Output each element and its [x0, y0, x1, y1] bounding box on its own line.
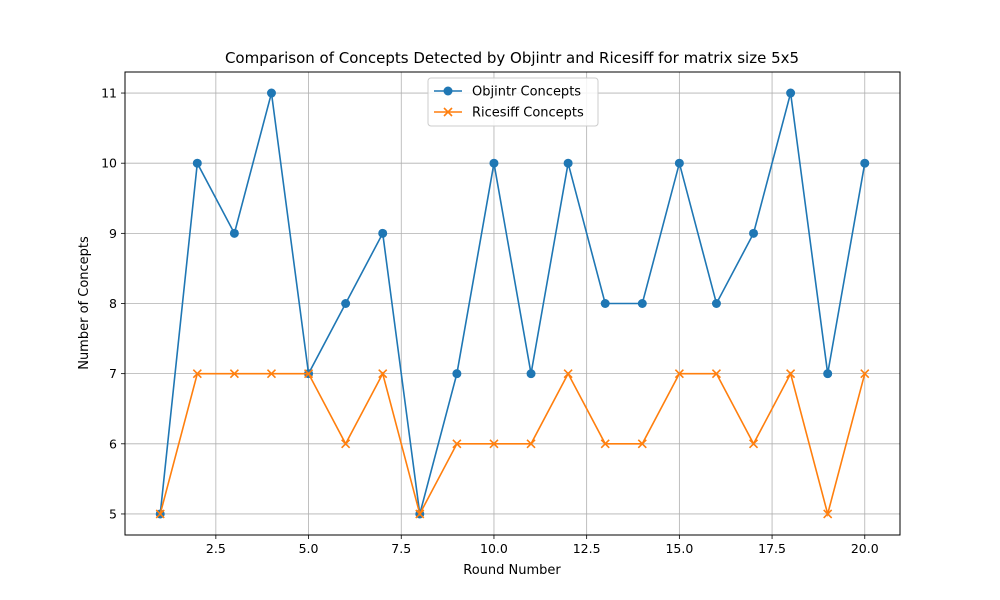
x-tick-label: 2.5	[206, 541, 226, 556]
data-point-ricesiff	[155, 509, 165, 519]
x-axis: 2.5 5.0 7.5 10.0 12.5 15.0 17.5 20.0	[206, 535, 879, 556]
x-marker-stroke	[378, 369, 388, 379]
x-tick-label: 15.0	[665, 541, 693, 556]
x-marker-stroke	[489, 439, 499, 449]
data-point-ricesiff	[860, 369, 870, 379]
chart-title: Comparison of Concepts Detected by Objin…	[225, 49, 799, 67]
series-layer	[155, 88, 870, 519]
data-point-ricesiff	[748, 439, 759, 449]
y-tick-label: 10	[101, 156, 117, 171]
x-marker-stroke	[786, 369, 796, 379]
x-marker-stroke	[526, 439, 536, 449]
data-point-ricesiff	[786, 369, 796, 379]
series-line-objintr	[159, 92, 866, 515]
x-marker-stroke	[600, 439, 610, 449]
data-point-ricesiff	[452, 439, 462, 449]
data-point-ricesiff	[303, 369, 314, 379]
data-point-objintr	[192, 158, 202, 168]
y-tick-label: 7	[109, 366, 117, 381]
data-point-objintr	[860, 158, 870, 168]
data-point-objintr	[266, 88, 276, 98]
x-tick-label: 20.0	[851, 541, 879, 556]
data-point-ricesiff	[823, 509, 833, 519]
data-point-ricesiff	[229, 369, 239, 379]
legend-label-objintr: Objintr Concepts	[472, 85, 581, 100]
data-point-ricesiff	[637, 439, 647, 449]
x-tick-label: 7.5	[391, 541, 411, 556]
legend-marker-objintr	[443, 86, 453, 96]
x-axis-title: Round Number	[463, 563, 561, 578]
data-point-objintr	[489, 158, 499, 168]
x-marker-stroke	[711, 369, 722, 379]
x-tick-label: 17.5	[758, 541, 786, 556]
legend-box	[427, 77, 599, 127]
data-point-objintr	[711, 299, 721, 308]
data-point-objintr	[600, 299, 610, 308]
legend-label-ricesiff: Ricesiff Concepts	[472, 106, 584, 121]
y-axis: 5 6 7 8 9 10 11	[101, 86, 125, 521]
y-tick-label: 9	[109, 226, 117, 241]
data-point-ricesiff	[266, 369, 277, 379]
x-marker-stroke	[563, 369, 573, 379]
data-point-ricesiff	[526, 439, 536, 449]
data-point-objintr	[823, 369, 833, 379]
data-point-ricesiff	[674, 369, 684, 379]
series-line-ricesiff	[159, 371, 866, 518]
data-point-objintr	[452, 369, 462, 379]
x-marker-stroke	[341, 439, 351, 449]
x-marker-stroke	[637, 439, 647, 449]
data-point-objintr	[749, 228, 759, 238]
x-marker-stroke	[155, 509, 165, 519]
data-point-ricesiff	[711, 369, 722, 379]
y-tick-label: 5	[109, 506, 117, 521]
x-marker-stroke	[823, 509, 833, 519]
x-marker-stroke	[452, 439, 462, 449]
data-point-ricesiff	[600, 439, 610, 449]
x-marker-stroke	[860, 369, 870, 379]
x-marker-stroke	[266, 369, 277, 379]
x-tick-label: 5.0	[299, 541, 319, 556]
x-marker-stroke	[748, 439, 759, 449]
x-tick-label: 12.5	[573, 541, 601, 556]
y-tick-label: 6	[109, 436, 117, 451]
data-point-ricesiff	[341, 439, 351, 449]
data-point-ricesiff	[378, 369, 388, 379]
y-tick-label: 11	[101, 86, 117, 101]
data-point-objintr	[378, 228, 388, 238]
data-point-objintr	[526, 369, 536, 379]
y-tick-label: 8	[109, 296, 117, 311]
x-marker-stroke	[303, 369, 314, 379]
data-point-objintr	[563, 158, 573, 168]
data-point-objintr	[786, 88, 796, 98]
x-marker-stroke	[415, 509, 425, 519]
data-point-ricesiff	[489, 439, 499, 449]
x-tick-label: 10.0	[480, 541, 508, 556]
data-point-objintr	[674, 158, 684, 168]
x-marker-stroke	[192, 369, 202, 379]
legend-marker-ricesiff	[443, 107, 453, 117]
data-point-objintr	[637, 299, 647, 308]
data-point-objintr	[229, 228, 239, 238]
legend: Objintr Concepts Ricesiff Concepts	[427, 77, 599, 127]
data-point-ricesiff	[563, 369, 573, 379]
y-axis-title: Number of Concepts	[77, 236, 92, 370]
data-point-ricesiff	[192, 369, 202, 379]
x-marker-stroke	[229, 369, 239, 379]
data-point-ricesiff	[415, 509, 425, 519]
x-marker-stroke	[674, 369, 684, 379]
data-point-objintr	[341, 299, 351, 308]
